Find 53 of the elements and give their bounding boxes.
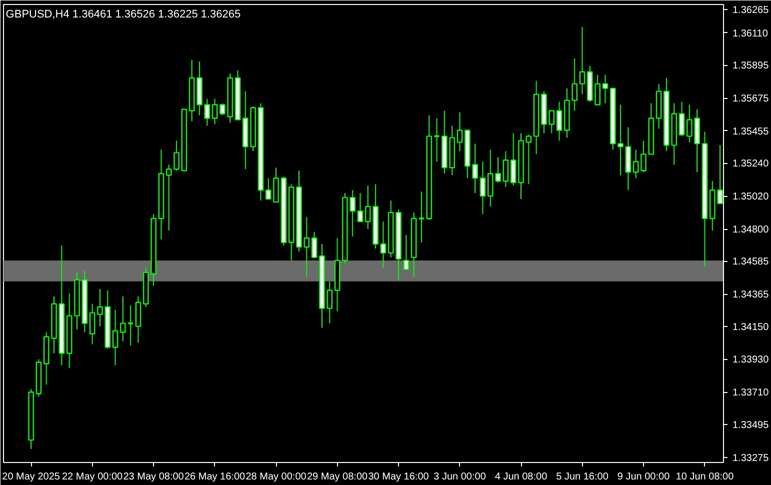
y-tick-label: 1.34800 <box>732 224 770 236</box>
candlestick <box>127 304 134 346</box>
candlestick <box>456 112 463 152</box>
candlestick <box>526 134 532 185</box>
candlestick <box>304 216 310 278</box>
candlestick <box>120 296 126 342</box>
x-tick-label: 26 May 16:00 <box>184 472 246 482</box>
x-tick-label: 9 Jun 00:00 <box>617 472 670 482</box>
candlestick <box>89 303 96 345</box>
candlestick <box>579 26 586 95</box>
y-tick-label: 1.35455 <box>732 126 770 138</box>
y-tick-label: 1.34365 <box>732 290 770 301</box>
candlestick <box>618 104 624 176</box>
candlestick <box>135 296 142 344</box>
candlestick <box>640 140 646 173</box>
x-tick-label: 20 May 2025 <box>2 472 60 482</box>
candlestick <box>433 118 440 162</box>
candlestick <box>502 150 509 188</box>
x-tick-label: 28 May 00:00 <box>246 472 307 482</box>
x-tick-label: 4 Jun 08:00 <box>494 472 548 482</box>
y-tick-label: 1.35675 <box>732 94 770 105</box>
candlestick <box>403 234 410 270</box>
y-tick-label: 1.33710 <box>732 388 770 399</box>
y-tick-label: 1.35895 <box>732 60 770 72</box>
y-tick-label: 1.33495 <box>732 420 770 431</box>
x-tick-label: 3 Jun 00:00 <box>434 472 486 482</box>
candlestick <box>212 98 218 125</box>
candlestick <box>480 161 486 215</box>
y-tick-label: 1.36110 <box>732 28 768 40</box>
x-tick-label: 10 Jun 08:00 <box>676 472 734 482</box>
candlestick <box>602 74 608 104</box>
candlestick <box>556 101 562 142</box>
candlestick <box>632 149 639 179</box>
x-tick-label: 30 May 16:00 <box>368 472 430 482</box>
y-tick-label: 1.33930 <box>732 354 770 366</box>
x-tick-label: 22 May 00:00 <box>62 472 124 482</box>
y-tick-label: 1.35020 <box>732 192 770 203</box>
y-tick-label: 1.33275 <box>732 452 770 464</box>
candlestick <box>112 309 118 366</box>
y-tick-label: 1.36265 <box>732 5 770 16</box>
x-tick-label: 23 May 08:00 <box>123 472 184 482</box>
candlestick <box>678 101 685 137</box>
candlestick <box>357 192 364 222</box>
candlestick <box>418 191 425 243</box>
chart-title: GBPUSD,H4 1.36461 1.36526 1.36225 1.36265 <box>6 8 241 20</box>
candlestick <box>380 221 386 268</box>
candlestick <box>311 232 318 258</box>
y-tick-label: 1.34150 <box>732 322 770 333</box>
x-tick-label: 29 May 08:00 <box>306 472 368 482</box>
x-tick-label: 5 Jun 16:00 <box>556 472 609 482</box>
candlestick <box>204 98 210 126</box>
y-tick-label: 1.34585 <box>732 256 770 268</box>
y-tick-label: 1.35240 <box>732 158 770 170</box>
